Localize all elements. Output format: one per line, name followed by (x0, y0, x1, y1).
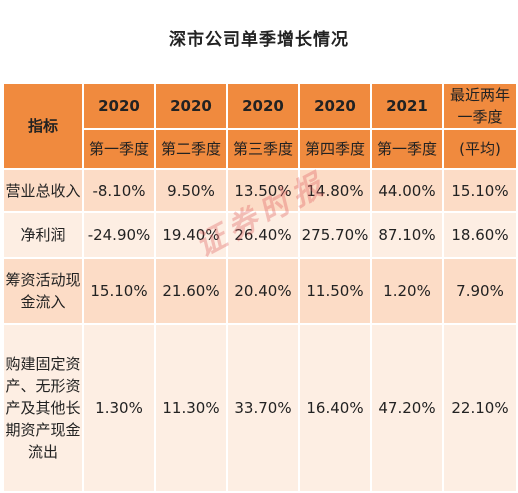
header-quarter-3: 第三季度 (226, 128, 300, 170)
header-year-3: 2020 (226, 82, 300, 130)
table-cell: 21.60% (154, 257, 228, 325)
table-title: 深市公司单季增长情况 (169, 30, 349, 50)
table-row: 净利润 -24.90% 19.40% 26.40% 275.70% 87.10%… (2, 211, 518, 259)
table-cell: 9.50% (154, 168, 228, 213)
table-cell: 47.20% (370, 323, 444, 493)
table-cell: 14.80% (298, 168, 372, 213)
table-cell: 18.60% (442, 211, 518, 259)
header-year-2: 2020 (154, 82, 228, 130)
table-cell: 20.40% (226, 257, 300, 325)
table-cell: 26.40% (226, 211, 300, 259)
table-row: 筹资活动现金流入 15.10% 21.60% 20.40% 11.50% 1.2… (2, 257, 518, 325)
table-row: 购建固定资产、无形资产及其他长期资产现金流出 1.30% 11.30% 33.7… (2, 323, 518, 493)
row-label: 购建固定资产、无形资产及其他长期资产现金流出 (2, 323, 84, 493)
row-label: 筹资活动现金流入 (2, 257, 84, 325)
table-cell: 33.70% (226, 323, 300, 493)
header-quarter-1: 第一季度 (82, 128, 156, 170)
table-cell: 1.20% (370, 257, 444, 325)
header-quarter-2: 第二季度 (154, 128, 228, 170)
header-quarter-5: 第一季度 (370, 128, 444, 170)
table-cell: 15.10% (442, 168, 518, 213)
row-label: 净利润 (2, 211, 84, 259)
table-cell: -24.90% (82, 211, 156, 259)
header-average: (平均) (442, 128, 518, 170)
table-cell: 275.70% (298, 211, 372, 259)
header-recent-two-years: 最近两年一季度 (442, 82, 518, 130)
table-cell: 19.40% (154, 211, 228, 259)
header-quarter-4: 第四季度 (298, 128, 372, 170)
header-year-4: 2020 (298, 82, 372, 130)
table-cell: 44.00% (370, 168, 444, 213)
table-cell: 87.10% (370, 211, 444, 259)
table-cell: 7.90% (442, 257, 518, 325)
table-cell: 1.30% (82, 323, 156, 493)
header-indicator: 指标 (2, 82, 84, 170)
growth-table: 指标 2020 2020 2020 2020 2021 最近两年一季度 第一季度… (2, 82, 518, 493)
table-cell: 16.40% (298, 323, 372, 493)
row-label: 营业总收入 (2, 168, 84, 213)
table-row: 营业总收入 -8.10% 9.50% 13.50% 14.80% 44.00% … (2, 168, 518, 213)
header-year-1: 2020 (82, 82, 156, 130)
header-year-5: 2021 (370, 82, 444, 130)
table-cell: 11.30% (154, 323, 228, 493)
table-cell: 22.10% (442, 323, 518, 493)
table-cell: -8.10% (82, 168, 156, 213)
table-cell: 11.50% (298, 257, 372, 325)
table-cell: 15.10% (82, 257, 156, 325)
table-cell: 13.50% (226, 168, 300, 213)
